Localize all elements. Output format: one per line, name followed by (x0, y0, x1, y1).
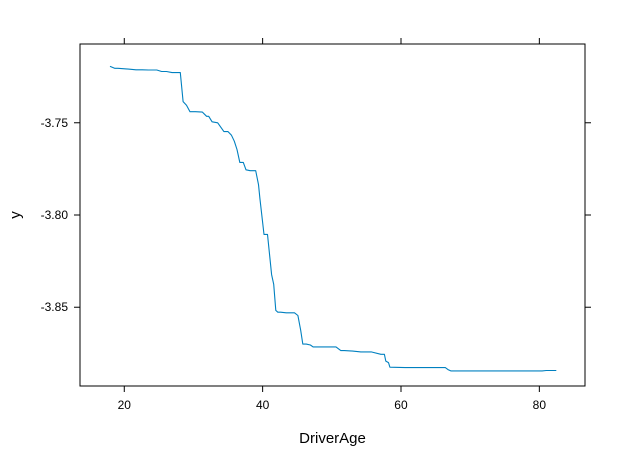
x-tick-label: 20 (118, 398, 132, 412)
y-tick-label: -3.75 (41, 116, 69, 130)
y-tick-label: -3.85 (41, 300, 69, 314)
y-axis-title: y (7, 211, 24, 219)
axis-ticks: 20 40 60 80 -3.75 -3.80 -3.85 (41, 38, 591, 412)
x-tick-label: 60 (394, 398, 408, 412)
plot-panel (79, 43, 586, 387)
x-tick-label: 80 (533, 398, 547, 412)
series-line (109, 65, 557, 372)
x-axis-title: DriverAge (299, 430, 366, 447)
x-tick-label: 40 (256, 398, 270, 412)
line-layer (109, 65, 557, 372)
y-tick-label: -3.80 (41, 208, 69, 222)
